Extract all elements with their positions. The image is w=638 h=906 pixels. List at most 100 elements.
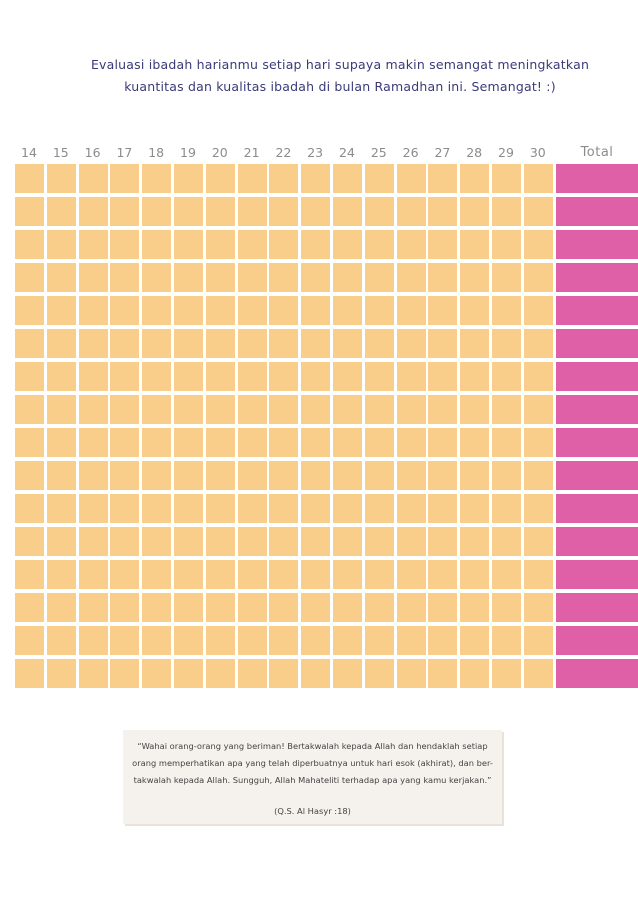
day-cell[interactable] — [492, 197, 521, 226]
day-cell[interactable] — [110, 626, 140, 655]
day-cell[interactable] — [110, 395, 140, 424]
day-cell[interactable] — [205, 263, 235, 292]
day-cell[interactable] — [78, 197, 108, 226]
day-cell[interactable] — [15, 659, 44, 688]
day-cell[interactable] — [237, 362, 267, 391]
day-cell[interactable] — [301, 659, 331, 688]
day-cell[interactable] — [492, 659, 521, 688]
day-cell[interactable] — [110, 230, 140, 259]
day-cell[interactable] — [142, 494, 172, 523]
day-cell[interactable] — [110, 362, 140, 391]
day-cell[interactable] — [269, 164, 299, 193]
total-cell[interactable] — [556, 164, 638, 193]
day-cell[interactable] — [492, 164, 521, 193]
day-cell[interactable] — [78, 626, 108, 655]
day-cell[interactable] — [396, 494, 426, 523]
day-cell[interactable] — [142, 263, 172, 292]
day-cell[interactable] — [364, 362, 394, 391]
day-cell[interactable] — [428, 560, 458, 589]
total-cell[interactable] — [556, 230, 638, 259]
day-cell[interactable] — [174, 461, 203, 490]
day-cell[interactable] — [205, 197, 235, 226]
day-cell[interactable] — [492, 230, 521, 259]
day-cell[interactable] — [269, 296, 299, 325]
day-cell[interactable] — [364, 164, 394, 193]
day-cell[interactable] — [523, 461, 553, 490]
day-cell[interactable] — [301, 527, 331, 556]
day-cell[interactable] — [301, 230, 331, 259]
day-cell[interactable] — [460, 494, 490, 523]
day-cell[interactable] — [78, 329, 108, 358]
day-cell[interactable] — [15, 593, 44, 622]
day-cell[interactable] — [174, 395, 203, 424]
day-cell[interactable] — [237, 197, 267, 226]
total-cell[interactable] — [556, 659, 638, 688]
day-cell[interactable] — [78, 461, 108, 490]
total-cell[interactable] — [556, 626, 638, 655]
day-cell[interactable] — [237, 659, 267, 688]
day-cell[interactable] — [460, 197, 490, 226]
day-cell[interactable] — [142, 362, 172, 391]
day-cell[interactable] — [46, 230, 76, 259]
day-cell[interactable] — [269, 659, 299, 688]
day-cell[interactable] — [523, 527, 553, 556]
day-cell[interactable] — [523, 560, 553, 589]
total-cell[interactable] — [556, 395, 638, 424]
day-cell[interactable] — [396, 428, 426, 457]
day-cell[interactable] — [364, 296, 394, 325]
day-cell[interactable] — [110, 164, 140, 193]
day-cell[interactable] — [301, 593, 331, 622]
day-cell[interactable] — [428, 428, 458, 457]
total-cell[interactable] — [556, 527, 638, 556]
day-cell[interactable] — [333, 329, 362, 358]
day-cell[interactable] — [428, 197, 458, 226]
day-cell[interactable] — [396, 659, 426, 688]
day-cell[interactable] — [396, 164, 426, 193]
day-cell[interactable] — [269, 362, 299, 391]
day-cell[interactable] — [205, 164, 235, 193]
day-cell[interactable] — [460, 230, 490, 259]
day-cell[interactable] — [460, 428, 490, 457]
day-cell[interactable] — [428, 230, 458, 259]
day-cell[interactable] — [492, 362, 521, 391]
day-cell[interactable] — [428, 659, 458, 688]
day-cell[interactable] — [110, 560, 140, 589]
day-cell[interactable] — [46, 296, 76, 325]
day-cell[interactable] — [333, 527, 362, 556]
day-cell[interactable] — [174, 197, 203, 226]
day-cell[interactable] — [110, 329, 140, 358]
day-cell[interactable] — [364, 593, 394, 622]
day-cell[interactable] — [174, 329, 203, 358]
day-cell[interactable] — [46, 395, 76, 424]
day-cell[interactable] — [523, 494, 553, 523]
day-cell[interactable] — [46, 626, 76, 655]
day-cell[interactable] — [396, 296, 426, 325]
day-cell[interactable] — [110, 263, 140, 292]
day-cell[interactable] — [364, 197, 394, 226]
day-cell[interactable] — [523, 593, 553, 622]
day-cell[interactable] — [174, 263, 203, 292]
day-cell[interactable] — [460, 527, 490, 556]
day-cell[interactable] — [174, 230, 203, 259]
day-cell[interactable] — [301, 428, 331, 457]
day-cell[interactable] — [237, 461, 267, 490]
day-cell[interactable] — [333, 461, 362, 490]
day-cell[interactable] — [428, 593, 458, 622]
day-cell[interactable] — [333, 164, 362, 193]
day-cell[interactable] — [205, 395, 235, 424]
day-cell[interactable] — [333, 560, 362, 589]
total-cell[interactable] — [556, 593, 638, 622]
day-cell[interactable] — [174, 593, 203, 622]
day-cell[interactable] — [237, 164, 267, 193]
day-cell[interactable] — [110, 428, 140, 457]
day-cell[interactable] — [205, 461, 235, 490]
day-cell[interactable] — [142, 527, 172, 556]
day-cell[interactable] — [205, 230, 235, 259]
day-cell[interactable] — [492, 296, 521, 325]
total-cell[interactable] — [556, 263, 638, 292]
day-cell[interactable] — [269, 197, 299, 226]
day-cell[interactable] — [269, 494, 299, 523]
day-cell[interactable] — [205, 626, 235, 655]
day-cell[interactable] — [523, 395, 553, 424]
day-cell[interactable] — [78, 230, 108, 259]
